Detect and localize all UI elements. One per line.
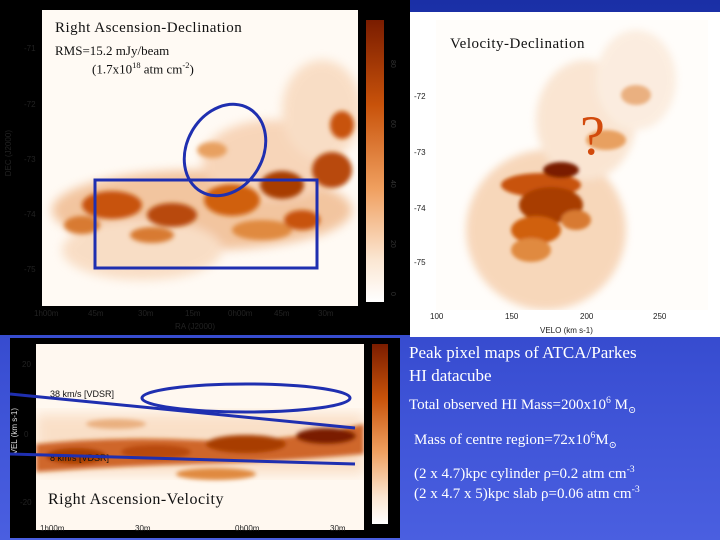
ra-dec-colorbar: [366, 20, 384, 302]
vel-dec-map: [436, 20, 708, 310]
ra-dec-ellipse: [182, 102, 268, 198]
label-8kms: 8 km/s [VDSR]: [50, 453, 110, 463]
ra-vel-xtick-2: 0h00m: [235, 524, 260, 533]
ra-dec-emission: [52, 60, 362, 280]
ra-dec-xtick-4: 0h00m: [228, 309, 253, 318]
ra-dec-ytick-0: -71: [24, 44, 36, 53]
vel-dec-ytick-1: -73: [414, 148, 426, 157]
ra-vel-panel: 38 km/s [VDSR] 8 km/s [VDSR] Right Ascen…: [10, 338, 400, 538]
vel-dec-ytick-2: -74: [414, 204, 426, 213]
ra-dec-xtick-1: 45m: [88, 309, 104, 318]
ra-vel-xtick-1: 30m: [135, 524, 151, 533]
ra-vel-annotations: [10, 382, 356, 466]
vel-dec-xtick-1: 150: [505, 312, 519, 321]
label-38kms: 38 km/s [VDSR]: [50, 389, 115, 399]
ra-vel-xtick-0: 1h00m: [40, 524, 65, 533]
ra-vel-ellipse: [140, 382, 352, 414]
vel-dec-title: Velocity-Declination: [450, 36, 585, 52]
ra-dec-ytick-1: -72: [24, 100, 36, 109]
vel-dec-ytick-3: -75: [414, 258, 426, 267]
ra-vel-line-lower: [10, 452, 356, 466]
ra-dec-cbtick-3: 20: [389, 240, 396, 248]
ra-vel-colorbar: [372, 344, 388, 524]
vel-dec-emission: [466, 30, 676, 310]
heading-line-1: Peak pixel maps of ATCA/Parkes: [409, 343, 637, 362]
vel-dec-panel: Velocity-Declination ? -72 -73 -74 -75 1…: [410, 12, 720, 337]
ra-dec-xtick-0: 1h00m: [34, 309, 59, 318]
ra-vel-line-upper: [10, 392, 356, 430]
centre-mass: Mass of centre region=72x106M⊙: [414, 430, 617, 451]
sun-symbol-icon-2: ⊙: [608, 440, 617, 451]
slab-density: (2 x 4.7 x 5)kpc slab ρ=0.06 atm cm-3: [414, 484, 640, 502]
column-density-label: (1.7x1018 atm cm-2): [92, 60, 194, 77]
ra-dec-xtick-2: 30m: [138, 309, 154, 318]
ra-vel-xtick-3: 30m: [330, 524, 346, 533]
ra-dec-title: Right Ascension-Declination: [55, 20, 243, 36]
ra-dec-box: [93, 178, 319, 270]
ra-dec-panel: Right Ascension-Declination RMS=15.2 mJy…: [0, 0, 410, 335]
vel-dec-ytick-0: -72: [414, 92, 426, 101]
ra-dec-xaxis-label: RA (J2000): [175, 322, 216, 331]
ra-dec-annotations: [93, 102, 319, 270]
ra-dec-cbtick-1: 60: [389, 120, 396, 128]
heading-line-2: HI datacube: [409, 366, 492, 385]
ra-dec-ytick-4: -75: [24, 265, 36, 274]
question-mark: ?: [580, 105, 605, 167]
rms-label: RMS=15.2 mJy/beam: [55, 43, 170, 58]
ra-dec-xtick-3: 15m: [185, 309, 201, 318]
ra-dec-cbtick-0: 80: [389, 60, 396, 68]
total-mass: Total observed HI Mass=200x106 M⊙: [409, 395, 637, 416]
vel-dec-xtick-2: 200: [580, 312, 594, 321]
ra-dec-xtick-5: 45m: [274, 309, 290, 318]
vel-dec-xaxis-label: VELO (km s-1): [540, 326, 593, 335]
ra-dec-cbtick-2: 40: [389, 180, 396, 188]
cylinder-density: (2 x 4.7)kpc cylinder ρ=0.2 atm cm-3: [414, 464, 635, 482]
sun-symbol-icon: ⊙: [627, 405, 637, 416]
ra-vel-ytick-1: 0: [24, 430, 29, 439]
vel-dec-xtick-3: 250: [653, 312, 667, 321]
ra-vel-ytick-0: 20: [22, 360, 31, 369]
ra-dec-ytick-2: -73: [24, 155, 36, 164]
vel-dec-xtick-0: 100: [430, 312, 444, 321]
ra-dec-ytick-3: -74: [24, 210, 36, 219]
ra-vel-ytick-2: -20: [20, 498, 32, 507]
ra-vel-title: Right Ascension-Velocity: [48, 491, 224, 508]
ra-dec-xtick-6: 30m: [318, 309, 334, 318]
ra-dec-cbtick-4: 0: [389, 292, 396, 296]
